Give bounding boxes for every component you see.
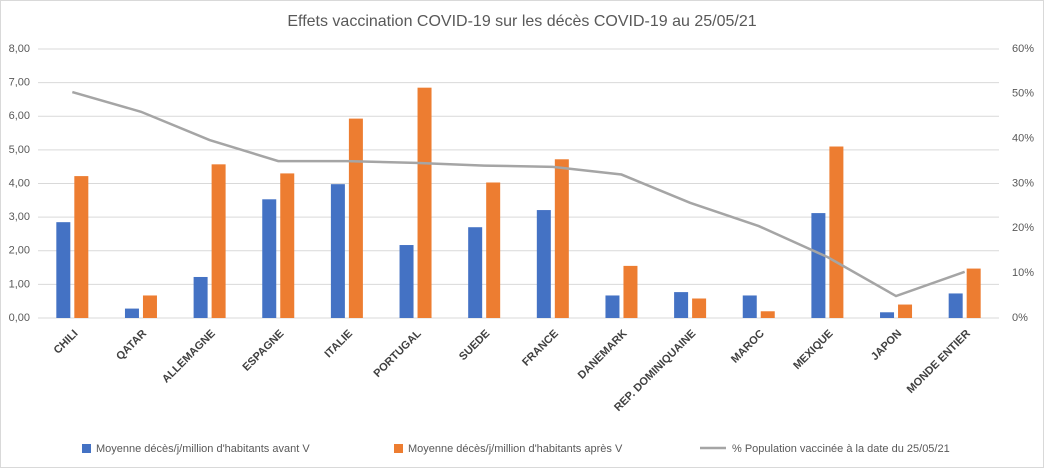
legend-label: % Population vaccinée à la date du 25/05…	[732, 443, 950, 455]
bar	[623, 265, 638, 318]
bar	[124, 308, 139, 318]
line	[71, 90, 966, 298]
chart-title: Effets vaccination COVID-19 sur les décè…	[287, 13, 756, 30]
y2-tick-label: 20%	[1012, 222, 1034, 234]
bar	[417, 87, 432, 318]
legend-swatch	[82, 444, 91, 453]
bar	[811, 213, 826, 318]
bar	[211, 164, 226, 318]
y-tick-label: 6,00	[9, 110, 30, 122]
bar	[262, 199, 277, 318]
y2-tick-label: 40%	[1012, 133, 1034, 145]
y2-tick-label: 0%	[1012, 312, 1028, 324]
bar	[692, 298, 707, 318]
bar	[193, 276, 208, 318]
y-tick-label: 3,00	[9, 211, 30, 223]
bar	[330, 184, 345, 318]
bar	[966, 268, 981, 318]
bar	[880, 312, 895, 318]
bar	[486, 182, 501, 318]
legend-label: Moyenne décès/j/million d'habitants aprè…	[408, 443, 623, 455]
bar	[280, 173, 295, 318]
bar	[142, 295, 157, 318]
y-tick-label: 8,00	[9, 43, 30, 55]
bar	[468, 227, 483, 318]
bar	[760, 311, 775, 318]
legend-swatch	[394, 444, 403, 453]
y-tick-label: 1,00	[9, 278, 30, 290]
bar	[348, 118, 363, 318]
bar	[554, 159, 569, 318]
bar	[399, 245, 414, 318]
y-tick-label: 4,00	[9, 177, 30, 189]
bar	[74, 176, 89, 318]
bar	[948, 293, 963, 318]
bar	[605, 295, 620, 318]
bar	[898, 304, 913, 318]
bar	[536, 210, 551, 318]
y2-tick-label: 30%	[1012, 177, 1034, 189]
y-tick-label: 7,00	[9, 77, 30, 89]
bar	[829, 146, 844, 318]
legend-label: Moyenne décès/j/million d'habitants avan…	[96, 443, 310, 455]
y-tick-label: 2,00	[9, 245, 30, 257]
bar	[56, 222, 71, 318]
bar	[674, 292, 689, 318]
y-tick-label: 5,00	[9, 144, 30, 156]
bar	[742, 295, 757, 318]
y2-tick-label: 10%	[1012, 267, 1034, 279]
y2-tick-label: 50%	[1012, 88, 1034, 100]
y-tick-label: 0,00	[9, 312, 30, 324]
y2-tick-label: 60%	[1012, 43, 1034, 55]
